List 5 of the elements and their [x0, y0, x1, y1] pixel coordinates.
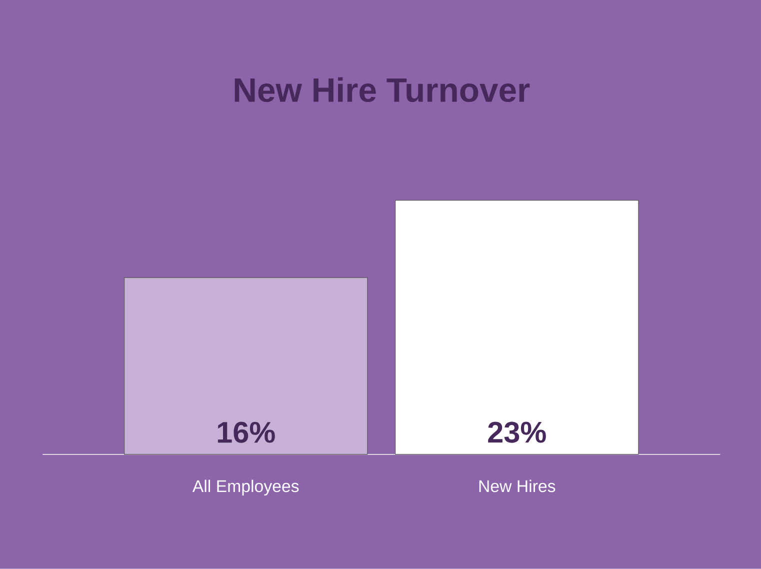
chart-title: New Hire Turnover	[234, 77, 530, 102]
data-label: 16%	[218, 422, 275, 443]
x-tick-label: New Hires	[479, 480, 556, 492]
data-label: 23%	[488, 422, 546, 443]
x-tick-label: All Employees	[192, 480, 299, 496]
